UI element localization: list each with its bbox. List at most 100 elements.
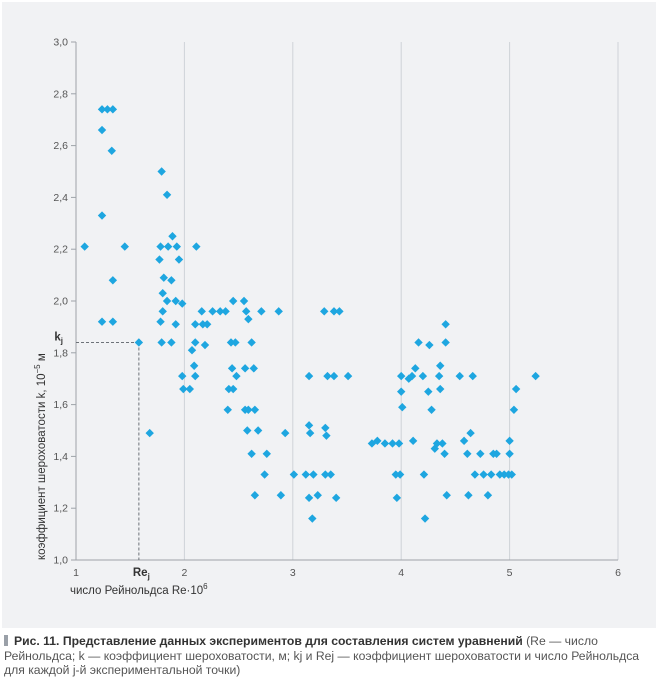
data-point [329, 371, 339, 381]
data-point [441, 338, 450, 347]
data-point [97, 105, 107, 114]
caption-marker-icon [4, 635, 8, 646]
data-point [239, 296, 249, 306]
y-tick-label: 1,0 [53, 555, 68, 567]
data-point [397, 371, 406, 381]
data-point [226, 338, 236, 347]
data-point [455, 371, 464, 381]
data-point [466, 428, 475, 438]
data-point [178, 371, 187, 381]
data-point [243, 426, 252, 435]
data-point [257, 307, 266, 316]
data-point [227, 364, 237, 373]
data-point [157, 338, 166, 347]
data-point [97, 317, 107, 326]
data-point [249, 364, 258, 373]
caption-head: Рис. 11. Представление данных эксперимен… [14, 634, 523, 648]
data-point [120, 242, 129, 251]
data-point [483, 491, 493, 500]
data-point [179, 384, 188, 394]
data-point [394, 439, 404, 448]
data-point [208, 307, 217, 316]
rej-label: Rej [133, 567, 150, 581]
data-point [329, 307, 339, 316]
data-point [304, 371, 314, 381]
data-point [191, 320, 200, 329]
data-point [191, 338, 200, 347]
grid-lines [75, 42, 619, 561]
data-point [420, 514, 430, 523]
data-point [276, 491, 286, 500]
data-point [108, 276, 118, 285]
data-point [185, 384, 195, 394]
y-tick-label: 2,0 [53, 296, 68, 308]
data-point [313, 491, 322, 500]
data-point [331, 493, 341, 503]
data-point [250, 491, 260, 500]
data-point [178, 299, 187, 308]
data-point [509, 405, 519, 414]
y-tick-label: 3,0 [53, 37, 68, 49]
data-point [492, 449, 501, 459]
data-point [499, 470, 509, 479]
data-point [223, 405, 232, 414]
data-point [250, 405, 260, 414]
data-point [309, 470, 318, 479]
data-point [247, 449, 256, 459]
y-tick-label: 2,2 [53, 244, 68, 256]
data-point [157, 167, 166, 176]
data-point [308, 514, 317, 523]
data-point [155, 255, 164, 264]
data-point [224, 384, 234, 394]
data-point [200, 340, 210, 350]
data-point [301, 470, 311, 479]
data-point [221, 307, 230, 316]
x-tick-label: 6 [615, 567, 621, 579]
data-point [103, 105, 112, 114]
data-point [476, 449, 485, 459]
data-point [231, 338, 240, 347]
x-axis-title: число Рейнольдса Re·106 [70, 582, 208, 597]
data-point [321, 423, 330, 433]
data-point [380, 439, 390, 448]
data-point [304, 421, 314, 430]
data-point [432, 439, 442, 448]
data-point [436, 361, 445, 370]
y-tick-label: 1,4 [53, 451, 68, 463]
data-point [189, 361, 199, 370]
data-point [531, 371, 540, 381]
data-point [163, 242, 173, 251]
caption-body: (Re — число Рейнольдса; k — коэффициент … [4, 634, 640, 677]
reference-lines: kj Rej [54, 331, 149, 581]
data-point [198, 320, 208, 329]
data-point [438, 439, 447, 448]
data-point [262, 449, 271, 459]
data-point [411, 364, 420, 373]
data-point [162, 190, 172, 200]
data-point [479, 470, 488, 479]
data-point [388, 439, 397, 448]
x-tick-label: 3 [290, 567, 296, 579]
data-point [187, 346, 197, 355]
data-point [414, 338, 423, 347]
x-tick-label: 2 [181, 567, 187, 579]
data-point [442, 491, 451, 500]
data-point [495, 470, 505, 479]
data-point [397, 387, 406, 396]
data-point [158, 307, 167, 316]
figure-caption: Рис. 11. Представление данных эксперимен… [4, 634, 654, 678]
data-point [464, 491, 473, 500]
data-point [134, 338, 144, 347]
data-point [97, 125, 107, 135]
data-point [108, 105, 118, 114]
data-point [171, 296, 180, 306]
data-points [80, 105, 540, 523]
data-point [215, 307, 225, 316]
data-point [408, 436, 418, 446]
data-point [505, 436, 514, 446]
data-point [434, 371, 444, 381]
data-point [228, 296, 238, 306]
y-tick-label: 2,6 [53, 140, 68, 152]
x-tick-labels: 1 2 3 4 5 6 [73, 567, 621, 579]
kj-label: kj [54, 331, 63, 345]
